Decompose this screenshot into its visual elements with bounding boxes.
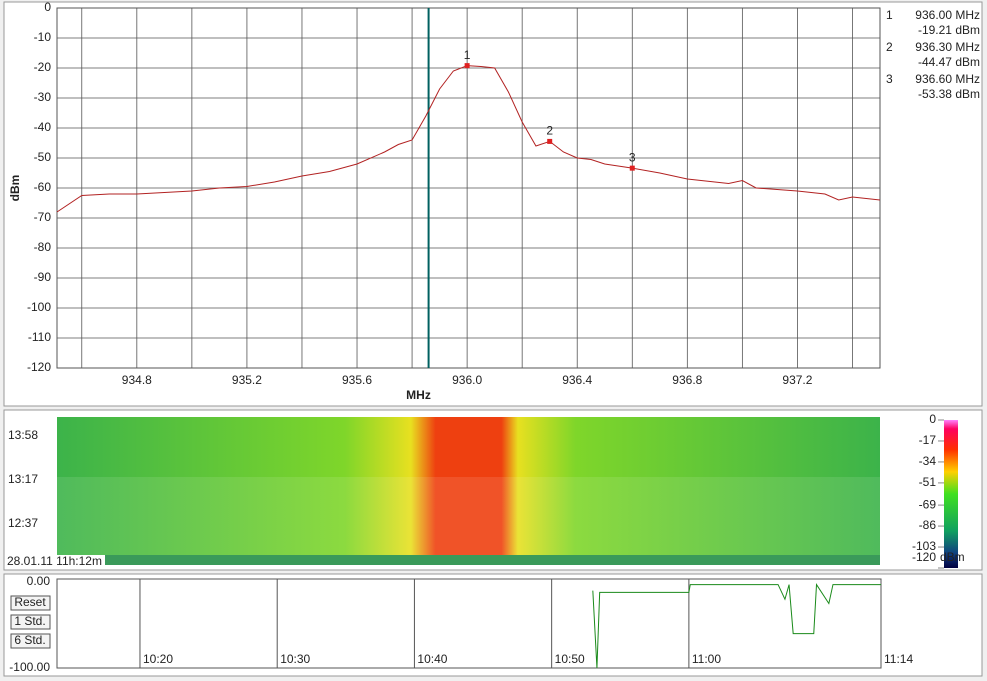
readout-freq: 936.00 MHz	[915, 8, 980, 22]
colorbar-label: -34	[919, 454, 937, 468]
x-tick-label: 10:50	[555, 652, 585, 666]
waterfall-band	[57, 477, 880, 555]
y-tick-label: -70	[34, 210, 52, 224]
marker-label: 3	[629, 150, 636, 164]
trace	[56, 65, 881, 213]
y-axis-label: dBm	[8, 175, 22, 202]
start-label: 28.01.11 11h:12m	[7, 554, 102, 568]
colorbar-label: -69	[919, 497, 937, 511]
x-tick-label: 936.4	[562, 373, 592, 387]
strip-area	[56, 578, 882, 669]
marker-label: 1	[464, 48, 471, 62]
colorbar-label: -86	[919, 518, 937, 532]
y-tick-label: 0	[44, 0, 51, 14]
y-tick-label: -50	[34, 150, 52, 164]
history-trace	[592, 583, 881, 669]
x-tick-label: 11:14	[884, 652, 913, 666]
time-label: 13:58	[8, 428, 38, 442]
y-tick-label: -60	[34, 180, 52, 194]
x-tick-label: 936.8	[672, 373, 702, 387]
colorbar-label: 0	[929, 412, 936, 426]
colorbar-label: -103	[912, 539, 936, 553]
x-tick-label: 11:00	[692, 652, 721, 666]
y-tick-label: -120	[27, 360, 51, 374]
readout-index: 3	[886, 72, 893, 86]
button[interactable]	[10, 595, 51, 611]
waterfall-band	[57, 417, 880, 477]
y-tick-label: -20	[34, 60, 52, 74]
y-tick-label: -10	[34, 30, 52, 44]
time-label: 12:37	[8, 516, 38, 530]
y-tick-label: -30	[34, 90, 52, 104]
waterfall-band	[57, 555, 880, 565]
colorbar	[944, 420, 958, 568]
x-tick-label: 10:40	[417, 652, 447, 666]
time-label: 13:17	[8, 472, 38, 486]
button[interactable]	[10, 614, 51, 630]
button-label[interactable]: Reset	[14, 595, 46, 609]
readout-freq: 936.30 MHz	[915, 40, 980, 54]
button[interactable]	[10, 633, 51, 649]
button-label[interactable]: 1 Std.	[14, 614, 45, 628]
colorbar-label: -51	[919, 475, 937, 489]
readout-level: -44.47 dBm	[918, 55, 980, 69]
marker	[547, 138, 553, 144]
x-tick-label: 934.8	[122, 373, 152, 387]
button-label[interactable]: 6 Std.	[14, 633, 45, 647]
y-tick-label: -110	[28, 330, 51, 344]
y-tick-label: -100.00	[9, 660, 50, 674]
x-tick-label: 935.6	[342, 373, 372, 387]
x-tick-label: 10:20	[143, 652, 173, 666]
y-tick-label: -80	[34, 240, 52, 254]
readout-level: -53.38 dBm	[918, 87, 980, 101]
y-tick-label: -90	[34, 270, 52, 284]
x-tick-label: 936.0	[452, 373, 482, 387]
x-tick-label: 10:30	[280, 652, 310, 666]
readout-index: 1	[886, 8, 893, 22]
readout-level: -19.21 dBm	[918, 23, 980, 37]
marker-label: 2	[546, 124, 553, 138]
marker	[464, 63, 470, 69]
x-axis-label: MHz	[406, 388, 431, 402]
colorbar-label: -17	[919, 433, 937, 447]
readout-freq: 936.60 MHz	[915, 72, 980, 86]
start-label-bg	[5, 555, 105, 568]
colorbar-label: -120	[912, 550, 936, 564]
x-tick-label: 935.2	[232, 373, 262, 387]
y-tick-label: 0.00	[27, 574, 51, 588]
y-tick-label: -40	[34, 120, 52, 134]
readout-index: 2	[886, 40, 893, 54]
x-tick-label: 937.2	[782, 373, 812, 387]
colorbar-unit: dBm	[940, 550, 965, 564]
marker	[629, 165, 635, 171]
y-tick-label: -100	[27, 300, 51, 314]
